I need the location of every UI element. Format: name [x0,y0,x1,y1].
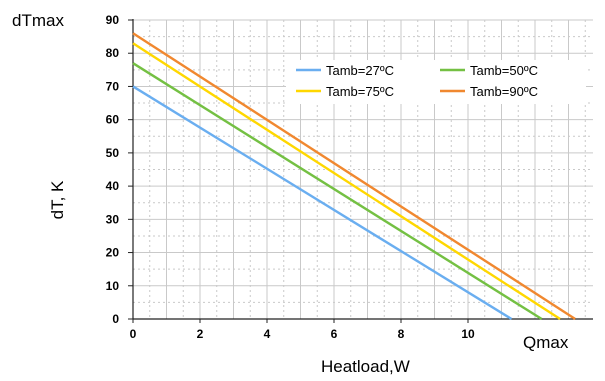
y-tick-label: 10 [106,279,120,293]
y-tick-label: 70 [106,79,120,93]
x-tick-label: 2 [197,327,204,341]
y-tick-label: 50 [106,146,120,160]
x-tick-label: 0 [130,327,137,341]
x-tick-label: 6 [331,327,338,341]
x-tick-label: 8 [398,327,405,341]
x-tick-label: 4 [264,327,271,341]
series-line [132,85,513,321]
y-axis-title: dT, K [48,180,67,219]
series-line [132,32,576,321]
legend-background [286,60,586,104]
legend-label: Tamb=90ºC [470,84,538,99]
x-axis-max-label: Qmax [523,333,569,352]
y-tick-label: 0 [112,312,119,326]
legend: Tamb=27ºC Tamb=50ºC Tamb=75ºC Tamb=90ºC [286,60,586,104]
axes [128,19,593,323]
y-tick-label: 30 [106,212,120,226]
y-tick-label: 90 [106,13,120,27]
y-tick-label: 20 [106,246,120,260]
series-lines [132,32,576,321]
x-axis-title: Heatload,W [321,357,410,376]
y-tick-label: 80 [106,46,120,60]
y-tick-label: 40 [106,179,120,193]
y-axis-max-label: dTmax [12,11,64,30]
legend-label: Tamb=75ºC [326,84,394,99]
series-line [132,62,543,321]
tick-labels: 0 10 20 30 40 50 60 70 80 90 0 2 4 6 8 10 [106,13,475,341]
legend-label: Tamb=50ºC [470,63,538,78]
legend-label: Tamb=27ºC [326,63,394,78]
series-line [132,42,561,321]
y-tick-label: 60 [106,113,120,127]
x-tick-label: 10 [461,327,475,341]
